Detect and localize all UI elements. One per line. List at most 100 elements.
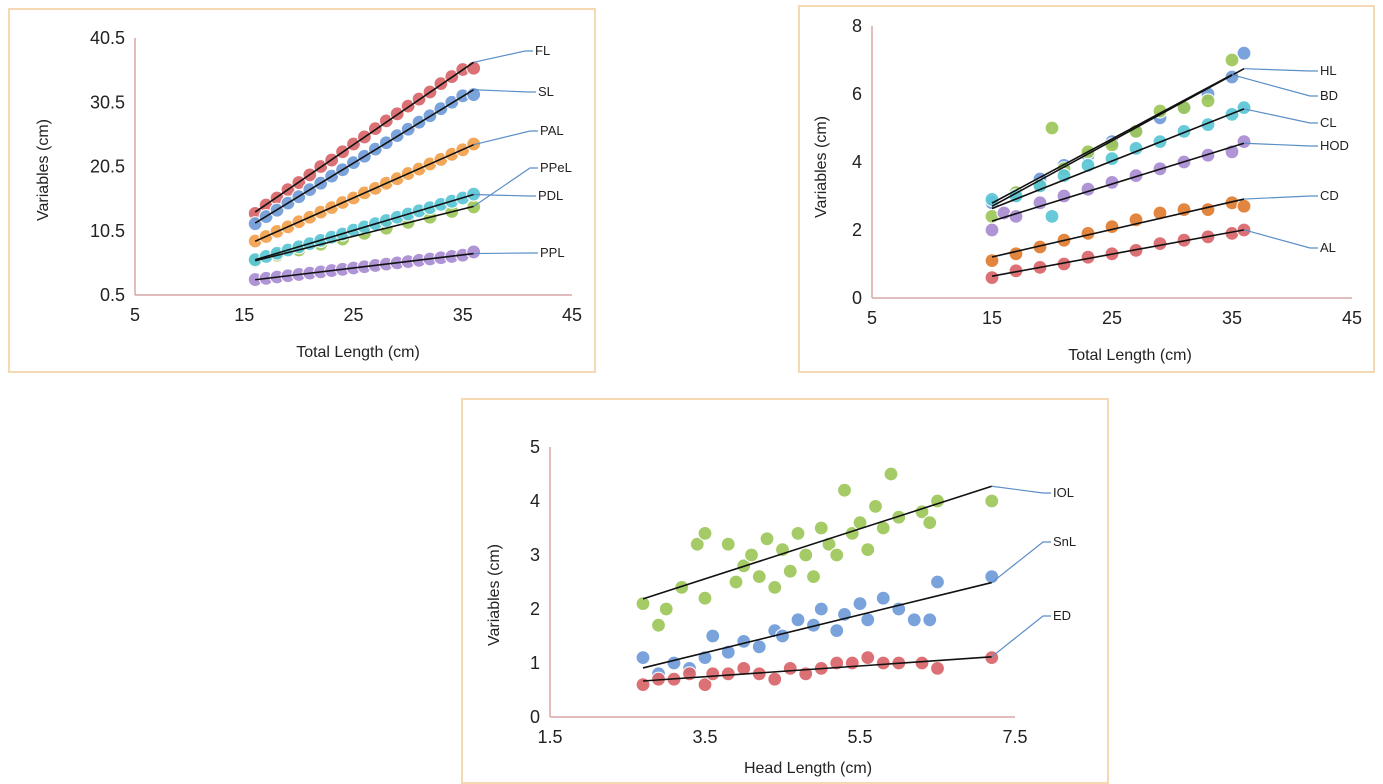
callout-label-fl: FL bbox=[535, 43, 550, 58]
point-pal bbox=[466, 136, 482, 152]
point-snl bbox=[751, 639, 767, 655]
y-axis-label: Variables (cm) bbox=[813, 116, 830, 218]
callout-label-bd: BD bbox=[1320, 88, 1338, 103]
point-snl bbox=[829, 623, 845, 639]
trendline-hod bbox=[991, 142, 1245, 222]
point-iol bbox=[728, 574, 744, 590]
point-bd bbox=[1224, 52, 1240, 68]
callout-line-cd bbox=[1243, 195, 1318, 200]
point-iol bbox=[860, 542, 876, 558]
chart-panel-head-length: 0 1 2 3 4 5 1.5 3.5 5.5 7.5 Variables (cm) Head Len… bbox=[461, 398, 1109, 784]
callout-line-pdl bbox=[473, 193, 536, 197]
x-tick-label: 7.5 bbox=[1002, 727, 1027, 747]
point-hod bbox=[1200, 147, 1216, 163]
callout-label-ppl: PPL bbox=[540, 245, 565, 260]
callout-label-hod: HOD bbox=[1320, 138, 1349, 153]
point-ed bbox=[635, 677, 651, 693]
point-ed bbox=[736, 660, 752, 676]
callout-label-pal: PAL bbox=[540, 123, 564, 138]
trendline-snl bbox=[642, 581, 992, 669]
callout-label-pdl: PDL bbox=[538, 188, 563, 203]
point-snl bbox=[813, 601, 829, 617]
point-iol bbox=[720, 536, 736, 552]
point-fl bbox=[466, 60, 482, 76]
point-snl bbox=[705, 628, 721, 644]
point-iol bbox=[635, 596, 651, 612]
trendline-ed bbox=[642, 656, 992, 682]
callout-label-ed: ED bbox=[1053, 608, 1071, 623]
point-hod bbox=[1128, 168, 1144, 184]
point-iol bbox=[805, 569, 822, 585]
point-iol bbox=[984, 493, 1000, 509]
point-ed bbox=[860, 650, 876, 666]
point-iol bbox=[697, 590, 713, 606]
y-axis-label: Variables (cm) bbox=[35, 119, 52, 221]
point-cd bbox=[1236, 198, 1252, 214]
point-snl bbox=[875, 590, 891, 606]
point-ppl bbox=[466, 244, 482, 260]
chart-3-svg: 0 1 2 3 4 5 1.5 3.5 5.5 7.5 Variables (cm) Head Len… bbox=[486, 437, 1076, 777]
point-ed bbox=[767, 671, 783, 687]
trendline-sl bbox=[254, 89, 475, 224]
x-axis-label: Total Length (cm) bbox=[1068, 347, 1192, 364]
point-cl bbox=[1236, 99, 1252, 116]
point-snl bbox=[666, 655, 682, 671]
y-tick-label: 4 bbox=[530, 491, 540, 511]
point-hod bbox=[1032, 195, 1048, 211]
x-tick-label: 25 bbox=[1102, 308, 1122, 328]
x-tick-label: 5 bbox=[867, 308, 877, 328]
point-cd bbox=[1104, 219, 1120, 235]
callout-label-hl: HL bbox=[1320, 63, 1337, 78]
y-tick-label: 20.5 bbox=[90, 157, 125, 177]
trendline-cl bbox=[991, 108, 1245, 210]
point-cl bbox=[1176, 123, 1192, 140]
series-al bbox=[984, 222, 1252, 286]
x-tick-label: 35 bbox=[1222, 308, 1242, 328]
point-iol bbox=[836, 482, 853, 498]
point-iol bbox=[829, 547, 845, 563]
point-iol bbox=[782, 563, 798, 579]
callout-label-sl: SL bbox=[538, 84, 554, 99]
point-iol bbox=[759, 531, 775, 547]
callout-line-ppel bbox=[473, 167, 538, 207]
point-ed bbox=[914, 655, 930, 671]
point-ed bbox=[829, 655, 845, 671]
trendline-fl bbox=[254, 61, 475, 213]
point-iol bbox=[658, 601, 674, 617]
point-snl bbox=[929, 574, 946, 590]
point-bd bbox=[1200, 93, 1216, 109]
point-iol bbox=[798, 547, 814, 563]
point-hl bbox=[1236, 45, 1252, 61]
trendline-iol bbox=[642, 485, 992, 600]
callout-line-hod bbox=[1243, 142, 1318, 147]
y-tick-label: 8 bbox=[852, 16, 862, 36]
point-iol bbox=[790, 525, 806, 541]
point-snl bbox=[774, 628, 791, 644]
point-bd bbox=[1044, 120, 1060, 136]
callout-label-snl: SnL bbox=[1053, 534, 1076, 549]
x-tick-label: 5.5 bbox=[847, 727, 872, 747]
trendline-ppl bbox=[255, 252, 474, 281]
x-tick-label: 15 bbox=[234, 305, 254, 325]
point-iol bbox=[922, 514, 938, 531]
point-ed bbox=[875, 655, 891, 671]
x-tick-label: 35 bbox=[453, 305, 473, 325]
y-tick-label: 10.5 bbox=[90, 221, 125, 241]
callout-line-snl bbox=[991, 541, 1051, 584]
callout-label-iol: IOL bbox=[1053, 485, 1074, 500]
point-snl bbox=[906, 612, 922, 628]
trendline-bd bbox=[991, 74, 1233, 204]
point-iol bbox=[867, 498, 884, 515]
callout-line-fl bbox=[473, 50, 533, 63]
y-tick-label: 1 bbox=[530, 653, 540, 673]
point-snl bbox=[635, 650, 651, 666]
x-tick-label: 45 bbox=[562, 305, 582, 325]
callout-label-cd: CD bbox=[1320, 188, 1339, 203]
chart-2-svg: 0 2 4 6 8 5 15 25 35 45 Variables (cm) Total Length… bbox=[813, 16, 1362, 364]
y-tick-label: 0.5 bbox=[100, 285, 125, 305]
point-cd bbox=[984, 253, 1000, 269]
y-tick-label: 6 bbox=[852, 84, 862, 104]
point-snl bbox=[852, 596, 868, 612]
chart-panel-total-length-1: 0.5 10.5 20.5 30.5 40.5 5 15 25 35 45 Variables (c… bbox=[8, 8, 596, 373]
point-iol bbox=[813, 520, 829, 536]
